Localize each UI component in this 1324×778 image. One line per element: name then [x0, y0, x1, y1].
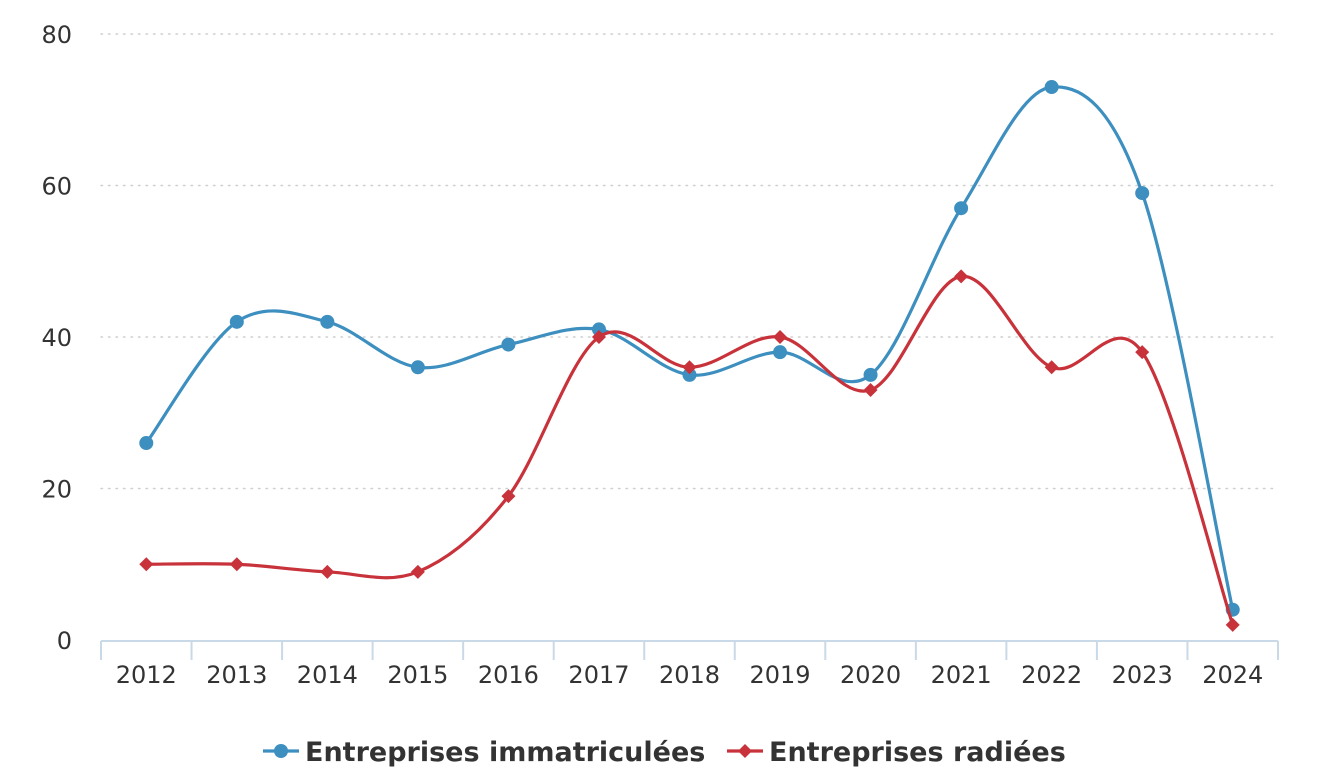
data-point[interactable] — [410, 360, 425, 375]
data-point[interactable] — [682, 360, 697, 375]
data-point[interactable] — [591, 322, 606, 337]
series-2 — [139, 269, 1240, 632]
x-tick-label: 2013 — [206, 661, 267, 689]
x-tick-label: 2015 — [387, 661, 448, 689]
legend-label: Entreprises immatriculées — [305, 737, 705, 768]
x-tick-label: 2014 — [297, 661, 358, 689]
data-point[interactable] — [139, 436, 154, 451]
x-tick-label: 2022 — [1021, 661, 1082, 689]
y-tick-label: 60 — [41, 173, 72, 201]
data-point[interactable] — [1225, 617, 1240, 632]
x-tick-label: 2024 — [1202, 661, 1263, 689]
x-tick-label: 2016 — [478, 661, 539, 689]
legend-label: Entreprises radiées — [769, 737, 1066, 768]
legend-item-1[interactable]: Entreprises immatriculées — [263, 737, 705, 768]
data-point[interactable] — [501, 337, 516, 352]
x-tick-label: 2020 — [840, 661, 901, 689]
gridlines — [100, 33, 1279, 490]
legend[interactable]: Entreprises immatriculées Entreprises rad… — [263, 737, 1066, 768]
data-point[interactable] — [1135, 186, 1150, 201]
series-line — [144, 274, 1235, 627]
y-tick-label: 0 — [57, 627, 72, 655]
x-tick-label: 2012 — [116, 661, 177, 689]
y-axis: 0 20 40 60 80 — [41, 21, 72, 655]
series-1 — [139, 80, 1240, 617]
x-tick-label: 2019 — [749, 661, 810, 689]
data-point[interactable] — [320, 564, 335, 579]
legend-marker[interactable] — [274, 744, 288, 758]
x-tick-label: 2017 — [568, 661, 629, 689]
data-point[interactable] — [863, 383, 878, 398]
x-tick-label: 2021 — [931, 661, 992, 689]
data-point[interactable] — [773, 345, 788, 360]
legend-marker[interactable] — [738, 744, 752, 758]
series-group — [139, 80, 1240, 632]
x-axis: 2012 2013 2014 2015 2016 2017 2018 2019 2020 2021… — [100, 640, 1279, 689]
data-point[interactable] — [591, 330, 606, 344]
y-tick-label: 40 — [41, 324, 72, 352]
data-point[interactable] — [863, 367, 878, 382]
series-line — [144, 85, 1235, 612]
data-point[interactable] — [954, 269, 969, 284]
data-point[interactable] — [320, 314, 335, 329]
data-point[interactable] — [229, 314, 244, 329]
data-point[interactable] — [1044, 360, 1059, 375]
data-point[interactable] — [773, 330, 788, 344]
data-point[interactable] — [229, 557, 244, 572]
data-point[interactable] — [1135, 345, 1150, 360]
y-tick-label: 80 — [41, 21, 72, 49]
data-point[interactable] — [954, 201, 969, 216]
y-tick-label: 20 — [41, 476, 72, 504]
data-point[interactable] — [501, 489, 516, 504]
data-point[interactable] — [1044, 80, 1059, 95]
legend-item-2[interactable]: Entreprises radiées — [727, 737, 1066, 768]
data-point[interactable] — [410, 564, 425, 579]
x-tick-label: 2023 — [1112, 661, 1173, 689]
data-point[interactable] — [139, 557, 154, 572]
data-point[interactable] — [682, 367, 697, 382]
x-tick-label: 2018 — [659, 661, 720, 689]
